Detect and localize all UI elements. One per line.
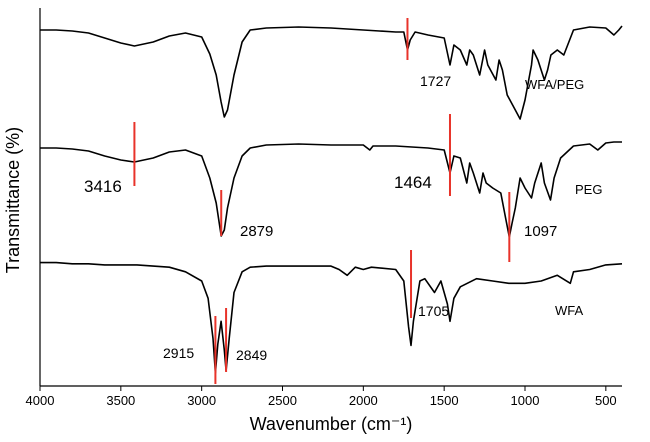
- peak-label-2849: 2849: [236, 347, 267, 363]
- axes: [39, 8, 622, 387]
- x-ticks: 4000 3500 3000 2500 2000 1500 1000 500: [26, 386, 617, 408]
- peak-label-1727: 1727: [420, 73, 451, 89]
- x-tick-label-3000: 3000: [187, 393, 216, 408]
- series-label-peg: PEG: [575, 182, 602, 197]
- peak-label-1705: 1705: [418, 303, 449, 319]
- series-label-wfa-peg: WFA/PEG: [525, 77, 584, 92]
- x-tick-label-3500: 3500: [106, 393, 135, 408]
- series-line-wfa: [40, 261, 623, 374]
- series-line-wfa-peg: [40, 25, 623, 120]
- y-axis-title: Transmittance (%): [3, 127, 23, 273]
- labels: 1727 3416 2879 1464 1097 1705 2915 2849 …: [3, 73, 602, 434]
- x-tick-label-1000: 1000: [511, 393, 540, 408]
- peak-label-3416: 3416: [84, 177, 122, 196]
- x-tick-label-4000: 4000: [26, 393, 55, 408]
- x-tick-label-500: 500: [595, 393, 617, 408]
- peak-label-1097: 1097: [524, 223, 557, 240]
- peak-markers: [133, 18, 511, 384]
- peak-label-2879: 2879: [240, 223, 273, 240]
- peak-label-2915: 2915: [163, 345, 194, 361]
- x-axis-title: Wavenumber (cm⁻¹): [250, 414, 413, 434]
- series-label-wfa: WFA: [555, 303, 583, 318]
- x-tick-label-2000: 2000: [349, 393, 378, 408]
- x-tick-label-1500: 1500: [430, 393, 459, 408]
- x-tick-label-2500: 2500: [268, 393, 297, 408]
- peak-label-1464: 1464: [394, 173, 432, 192]
